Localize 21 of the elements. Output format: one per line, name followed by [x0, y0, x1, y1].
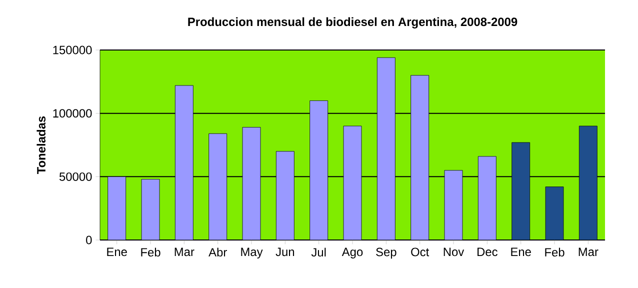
- x-tick-label: Dec: [478, 248, 498, 256]
- y-tick-label: 100000: [53, 109, 92, 118]
- x-tick-label: Mar: [174, 248, 194, 256]
- x-tick-label: Abr: [208, 248, 227, 257]
- x-tick-label: Sep: [376, 248, 396, 259]
- x-tick-label: Jul: [311, 248, 326, 257]
- chart-title: Produccion mensual de biodiesel en Argentina, 2008-2009: [188, 17, 518, 28]
- x-tick-label: Ago: [342, 248, 363, 258]
- x-tick-label: Jun: [276, 248, 294, 256]
- x-tick-label: Feb: [141, 248, 160, 257]
- x-tick-label: Ene: [511, 248, 531, 256]
- x-tick-label: Oct: [411, 248, 430, 256]
- y-axis-title: Toneladas: [36, 116, 46, 174]
- x-tick-label: May: [241, 248, 263, 258]
- y-tick-label: 150000: [53, 46, 92, 54]
- y-tick-label: 50000: [59, 172, 92, 181]
- y-tick-label: 0: [86, 236, 92, 244]
- x-tick-label: Nov: [444, 248, 464, 256]
- x-tick-label: Feb: [545, 248, 564, 257]
- x-tick-label: Mar: [578, 248, 598, 256]
- x-tick-label: Ene: [107, 248, 127, 256]
